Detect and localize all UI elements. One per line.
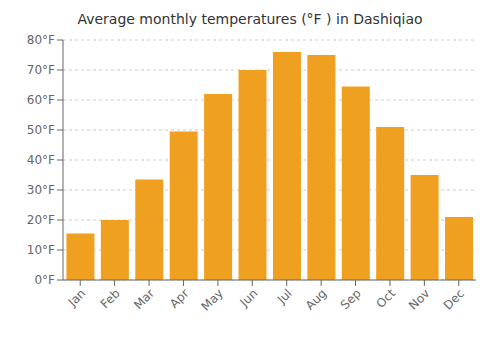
svg-text:Mar: Mar bbox=[131, 286, 157, 312]
svg-text:Apr: Apr bbox=[167, 286, 192, 311]
svg-text:Jan: Jan bbox=[65, 286, 89, 310]
svg-text:20°F: 20°F bbox=[27, 213, 55, 227]
svg-text:Sep: Sep bbox=[338, 286, 364, 312]
svg-text:60°F: 60°F bbox=[27, 93, 55, 107]
svg-text:80°F: 80°F bbox=[27, 33, 55, 47]
svg-text:May: May bbox=[199, 286, 226, 313]
svg-text:Dec: Dec bbox=[441, 286, 467, 312]
svg-text:50°F: 50°F bbox=[27, 123, 55, 137]
svg-text:Jul: Jul bbox=[274, 286, 295, 307]
svg-text:Nov: Nov bbox=[406, 286, 432, 312]
svg-text:30°F: 30°F bbox=[27, 183, 55, 197]
svg-text:10°F: 10°F bbox=[27, 243, 55, 257]
svg-text:Oct: Oct bbox=[374, 286, 399, 311]
svg-text:Feb: Feb bbox=[98, 286, 123, 311]
svg-text:Aug: Aug bbox=[303, 286, 329, 312]
svg-text:70°F: 70°F bbox=[27, 63, 55, 77]
html-text:Average monthly temperatures (: Average monthly temperatures (°F ) in Da… bbox=[77, 11, 423, 27]
svg-text:0°F: 0°F bbox=[34, 273, 55, 287]
svg-text:Jun: Jun bbox=[237, 286, 261, 310]
svg-text:40°F: 40°F bbox=[27, 153, 55, 167]
